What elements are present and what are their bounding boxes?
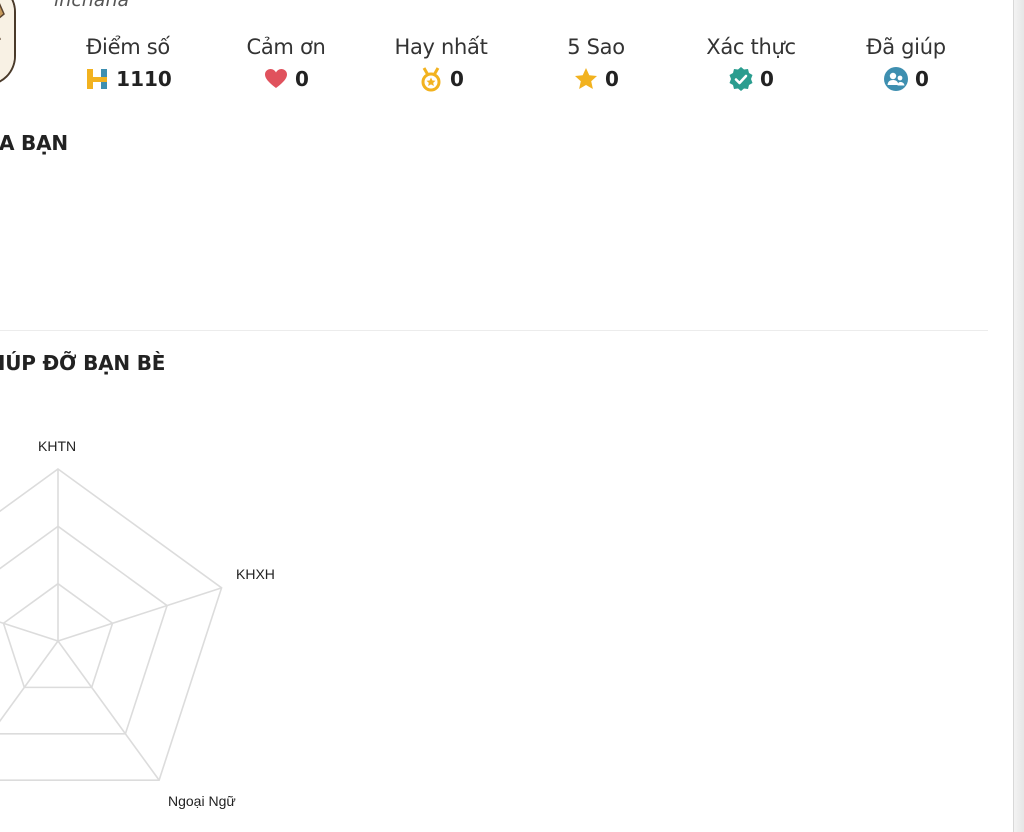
profile-username: lnchana: [54, 0, 130, 11]
stat-best: Hay nhất 0: [371, 34, 511, 94]
section-title-help-friends: IÚP ĐỠ BẠN BÈ: [0, 351, 166, 375]
users-help-icon: [883, 66, 909, 92]
stat-verified-value: 0: [760, 67, 774, 91]
stat-thanks: Cảm ơn 0: [216, 34, 356, 94]
heart-icon: [263, 66, 289, 92]
radar-ring: [2, 582, 114, 689]
stat-points-label: Điểm số: [86, 35, 170, 59]
anime-character-avatar-icon: [0, 0, 14, 84]
section-divider: [0, 330, 988, 331]
radar-spokes: [0, 469, 222, 781]
stat-helped-label: Đã giúp: [866, 35, 946, 59]
section-title-your-items: A BẠN: [0, 131, 68, 155]
radar-ring: [0, 525, 168, 735]
stats-bar: Điểm số 1110 Cảm ơn 0 Hay nhất: [0, 34, 1000, 104]
subject-radar-chart: KHTN KHXH Ngoại Ngữ: [0, 438, 275, 809]
radar-spoke: [57, 640, 160, 781]
stat-helped: Đã giúp 0: [836, 34, 976, 94]
radar-grid: [0, 468, 223, 781]
verified-check-icon: [728, 66, 754, 92]
stat-five-star: 5 Sao 0: [526, 34, 666, 94]
radar-spoke: [57, 587, 222, 642]
radar-axis-label-khtn: KHTN: [38, 438, 76, 454]
h-points-icon: [84, 66, 110, 92]
radar-axis-label-ngoai-ngu: Ngoại Ngữ: [168, 793, 236, 809]
radar-spoke: [0, 640, 59, 723]
stat-five-star-value: 0: [605, 67, 619, 91]
stat-best-value: 0: [450, 67, 464, 91]
stat-verified-label: Xác thực: [706, 35, 796, 59]
stat-thanks-label: Cảm ơn: [246, 35, 326, 59]
stat-verified: Xác thực 0: [681, 34, 821, 94]
stat-five-star-label: 5 Sao: [567, 35, 625, 59]
stat-helped-value: 0: [915, 67, 929, 91]
stat-points-value: 1110: [116, 67, 172, 91]
scrollbar-track[interactable]: [1013, 0, 1024, 832]
star-icon: [573, 66, 599, 92]
avatar[interactable]: [0, 0, 16, 86]
stat-thanks-value: 0: [295, 67, 309, 91]
stat-best-label: Hay nhất: [394, 35, 488, 59]
medal-icon: [418, 66, 444, 92]
radar-spoke: [0, 621, 59, 642]
stat-points: Điểm số 1110: [58, 34, 198, 94]
radar-ring: [0, 468, 223, 781]
radar-axis-label-khxh: KHXH: [236, 566, 275, 582]
